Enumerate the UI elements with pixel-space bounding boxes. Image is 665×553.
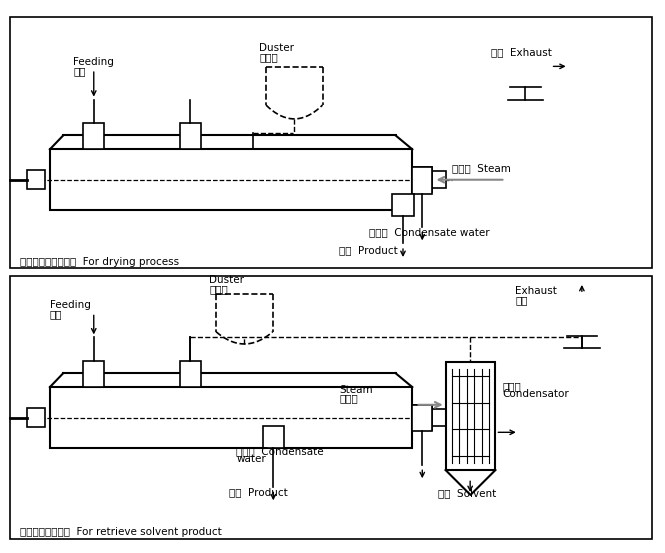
Text: 产品  Product: 产品 Product (229, 487, 288, 497)
Text: Feeding: Feeding (73, 57, 114, 67)
Text: Condensator: Condensator (502, 389, 569, 399)
Bar (27, 170, 45, 189)
Text: Duster: Duster (259, 43, 295, 53)
Bar (83, 361, 104, 387)
Bar (10, 17, 652, 268)
Text: Steam: Steam (339, 385, 373, 395)
Text: Feeding: Feeding (50, 300, 90, 310)
Text: 收尘器: 收尘器 (259, 52, 278, 62)
Text: 冷凝水  Condensate water: 冷凝水 Condensate water (369, 227, 489, 237)
Text: 产品  Product: 产品 Product (339, 245, 398, 255)
Bar (50, 149, 412, 210)
Text: Duster: Duster (209, 275, 245, 285)
Bar (50, 387, 412, 448)
Text: 放空: 放空 (515, 295, 528, 305)
Bar (83, 123, 104, 149)
Text: 水蒸汽: 水蒸汽 (339, 393, 358, 403)
Text: 放空  Exhaust: 放空 Exhaust (491, 48, 552, 58)
Text: 水蒸气  Steam: 水蒸气 Steam (452, 164, 511, 174)
Text: 加料: 加料 (73, 66, 86, 76)
Bar (412, 405, 432, 431)
Text: 通用产品于干燥流程  For drying process: 通用产品于干燥流程 For drying process (20, 257, 179, 267)
Text: 加料: 加料 (50, 309, 63, 319)
Circle shape (500, 45, 551, 87)
Circle shape (557, 294, 607, 336)
Text: water: water (236, 454, 266, 464)
Bar (446, 362, 495, 470)
Text: 收尘器: 收尘器 (209, 284, 228, 294)
Bar (412, 167, 432, 192)
Text: Exhaust: Exhaust (515, 286, 557, 296)
Bar (412, 167, 432, 194)
Text: 冷凝水  Condensate: 冷凝水 Condensate (236, 446, 324, 456)
Text: 回收溶剂干燥流程  For retrieve solvent product: 回收溶剂干燥流程 For retrieve solvent product (20, 527, 221, 537)
Text: 溶剂  Solvent: 溶剂 Solvent (438, 488, 496, 498)
Text: 冷凝器: 冷凝器 (502, 381, 521, 391)
Bar (392, 194, 414, 216)
Bar (263, 426, 284, 448)
Bar (27, 408, 45, 427)
Bar (180, 123, 201, 149)
Bar (432, 171, 446, 188)
Bar (10, 276, 652, 539)
Bar (180, 361, 201, 387)
Bar (432, 409, 446, 426)
Bar (412, 405, 432, 430)
